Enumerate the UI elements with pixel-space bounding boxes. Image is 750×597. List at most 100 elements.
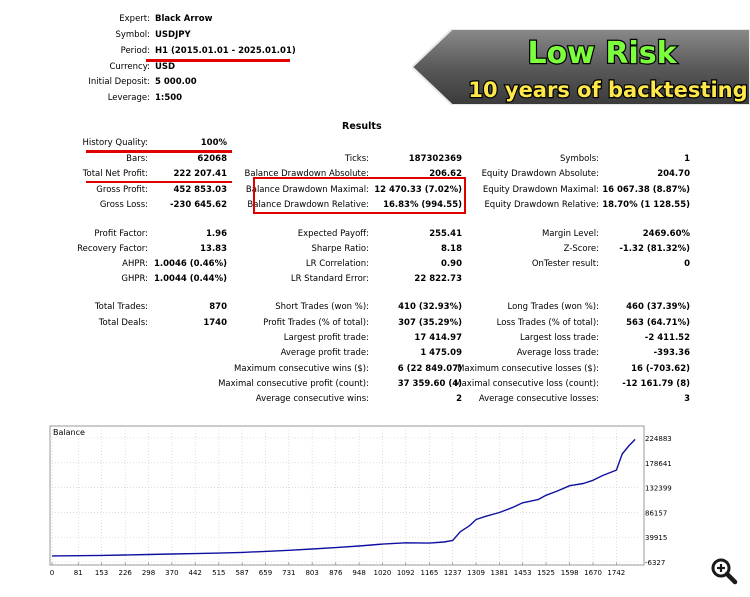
- chart-xtick-label: 1670: [584, 569, 602, 577]
- chart-xtick-label: 876: [329, 569, 343, 577]
- header-symbol-label: Symbol:: [115, 30, 150, 40]
- banner-subtitle: 10 years of backtesting: [468, 78, 747, 102]
- maximal-consec-profit-value: 37 359.60 (4): [397, 379, 462, 389]
- drawdown-highlight-box: [253, 177, 466, 214]
- chart-xtick-label: 1092: [397, 569, 415, 577]
- max-consec-losses-value: 16 (-703.62): [631, 364, 690, 374]
- balance-dd-max-value: 12 470.33 (7.02%): [374, 185, 462, 195]
- chart-xtick-label: 1598: [561, 569, 579, 577]
- header-deposit-value: 5 000.00: [155, 77, 197, 87]
- gross-loss-value: -230 645.62: [169, 200, 227, 210]
- gross-profit-label: Gross Profit:: [96, 185, 148, 195]
- chart-ytick-label: 86157: [645, 509, 667, 517]
- total-net-profit-label: Total Net Profit:: [82, 169, 148, 179]
- loss-trades-value: 563 (64.71%): [626, 318, 690, 328]
- expected-payoff-value: 255.41: [429, 229, 462, 239]
- avg-loss-label: Average loss trade:: [516, 348, 599, 358]
- balance-series-line: [51, 438, 636, 557]
- chart-xtick-label: 442: [189, 569, 202, 577]
- ahpr-label: AHPR:: [122, 259, 148, 269]
- bars-value: 62068: [197, 154, 227, 164]
- bars-label: Bars:: [126, 154, 148, 164]
- results-title: Results: [342, 121, 382, 132]
- chart-xtick-label: 1237: [444, 569, 462, 577]
- balance-dd-rel-value: 16.83% (994.55): [383, 200, 462, 210]
- short-trades-label: Short Trades (won %):: [275, 302, 369, 312]
- expected-payoff-label: Expected Payoff:: [297, 229, 369, 239]
- total-deals-value: 1740: [203, 318, 227, 328]
- sharpe-ratio-label: Sharpe Ratio:: [311, 244, 370, 254]
- margin-level-label: Margin Level:: [541, 229, 599, 239]
- header-currency-label: Currency:: [109, 62, 150, 72]
- recovery-factor-value: 13.83: [200, 244, 227, 254]
- profit-factor-label: Profit Factor:: [94, 229, 148, 239]
- chart-xtick-label: 1020: [374, 569, 392, 577]
- chart-ytick-label: 39915: [645, 534, 667, 542]
- ontester-result-value: 0: [684, 259, 690, 269]
- recovery-factor-label: Recovery Factor:: [77, 244, 148, 254]
- chart-ytick-label: 224883: [645, 435, 672, 443]
- header-expert-value: Black Arrow: [155, 14, 213, 24]
- header-symbol-value: USDJPY: [155, 30, 191, 40]
- chart-xtick-label: 1309: [467, 569, 485, 577]
- lr-correlation-label: LR Correlation:: [305, 259, 369, 269]
- max-consec-wins-value: 6 (22 849.07): [397, 364, 462, 374]
- equity-dd-abs-value: 204.70: [657, 169, 690, 179]
- equity-dd-max-value: 16 067.38 (8.87%): [602, 185, 690, 195]
- equity-dd-rel-value: 18.70% (1 128.55): [602, 200, 690, 210]
- promo-banner: Low Risk 10 years of backtesting: [412, 29, 750, 105]
- total-trades-label: Total Trades:: [94, 302, 148, 312]
- avg-consec-wins-label: Average consecutive wins:: [255, 394, 369, 404]
- header-period-value: H1 (2015.01.01 - 2025.01.01): [155, 46, 296, 56]
- sharpe-ratio-value: 8.18: [441, 244, 462, 254]
- gross-loss-label: Gross Loss:: [99, 200, 148, 210]
- banner-title: Low Risk: [527, 36, 677, 71]
- equity-dd-rel-label: Equity Drawdown Relative:: [484, 200, 599, 210]
- chart-xtick-label: 153: [95, 569, 108, 577]
- total-deals-label: Total Deals:: [98, 318, 148, 328]
- equity-dd-max-label: Equity Drawdown Maximal:: [482, 185, 599, 195]
- history-quality-underline: [86, 150, 232, 153]
- largest-profit-value: 17 414.97: [414, 333, 462, 343]
- symbols-value: 1: [684, 154, 690, 164]
- lr-correlation-value: 0.90: [441, 259, 462, 269]
- chart-xtick-label: 370: [165, 569, 178, 577]
- header-period-label: Period:: [120, 46, 150, 56]
- header-currency-value: USD: [155, 62, 176, 72]
- profit-trades-label: Profit Trades (% of total):: [263, 318, 369, 328]
- zoom-in-icon[interactable]: [710, 557, 738, 585]
- profit-factor-value: 1.96: [206, 229, 227, 239]
- chart-xtick-label: 948: [352, 569, 365, 577]
- chart-xtick-label: 0: [50, 569, 54, 577]
- lr-std-error-value: 22 822.73: [414, 274, 462, 284]
- chart-xtick-label: 1453: [514, 569, 532, 577]
- header-leverage-label: Leverage:: [107, 93, 150, 103]
- ghpr-value: 1.0044 (0.44%): [153, 274, 227, 284]
- largest-loss-value: -2 411.52: [644, 333, 690, 343]
- maximal-consec-profit-label: Maximal consecutive profit (count):: [218, 379, 369, 389]
- largest-loss-label: Largest loss trade:: [519, 333, 599, 343]
- chart-xtick-label: 1381: [490, 569, 508, 577]
- header-deposit-label: Initial Deposit:: [88, 77, 150, 87]
- avg-consec-losses-value: 3: [684, 394, 690, 404]
- chart-xtick-label: 1742: [607, 569, 625, 577]
- ticks-value: 187302369: [408, 154, 462, 164]
- history-quality-label: History Quality:: [82, 138, 148, 148]
- equity-dd-abs-label: Equity Drawdown Absolute:: [481, 169, 599, 179]
- max-consec-losses-label: Maximum consecutive losses ($):: [457, 364, 599, 374]
- total-trades-value: 870: [209, 302, 227, 312]
- short-trades-value: 410 (32.93%): [398, 302, 462, 312]
- symbols-label: Symbols:: [560, 154, 599, 164]
- total-net-profit-value: 222 207.41: [173, 169, 227, 179]
- avg-loss-value: -393.36: [653, 348, 690, 358]
- chart-xtick-label: 731: [282, 569, 295, 577]
- balance-dd-rel-label: Balance Drawdown Relative:: [247, 200, 369, 210]
- avg-consec-losses-label: Average consecutive losses:: [478, 394, 599, 404]
- avg-consec-wins-value: 2: [456, 394, 462, 404]
- largest-profit-label: Largest profit trade:: [283, 333, 369, 343]
- chart-xtick-label: 803: [305, 569, 318, 577]
- ontester-result-label: OnTester result:: [531, 259, 599, 269]
- chart-ytick-label: 178641: [645, 460, 672, 468]
- chart-title: Balance: [53, 428, 85, 437]
- balance-dd-max-label: Balance Drawdown Maximal:: [245, 185, 369, 195]
